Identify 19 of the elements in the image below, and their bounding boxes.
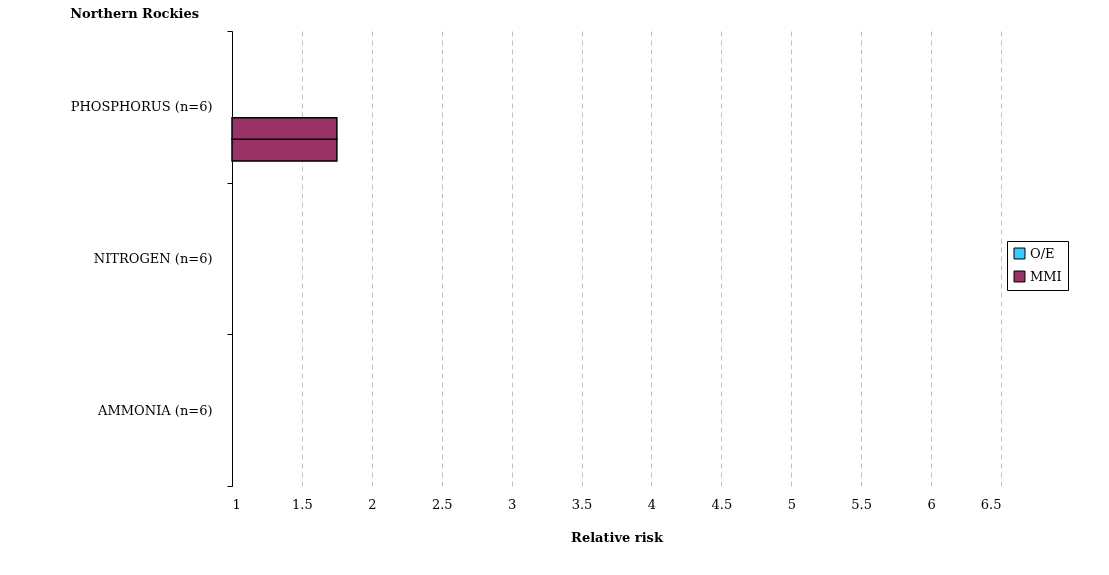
x-tick-label: 1.5 bbox=[292, 496, 313, 512]
legend-label: O/E bbox=[1030, 245, 1055, 261]
x-tick-label: 6 bbox=[927, 496, 936, 512]
x-tick-label: 3.5 bbox=[571, 496, 593, 512]
chart-title: Northern Rockies bbox=[70, 6, 200, 21]
x-tick-label: 4.5 bbox=[711, 496, 733, 512]
x-tick-label: 4 bbox=[647, 496, 657, 512]
x-tick-label: 2.5 bbox=[431, 496, 453, 512]
y-tick-label: AMMONIA (n=6) bbox=[97, 402, 213, 418]
x-tick-label: 5 bbox=[787, 496, 796, 512]
x-tick-label: 6.5 bbox=[980, 496, 1002, 512]
x-axis-title: Relative risk bbox=[571, 529, 664, 545]
x-tick-label: 2 bbox=[368, 496, 377, 512]
y-tick-label: PHOSPHORUS (n=6) bbox=[70, 99, 213, 115]
legend-label: MMI bbox=[1030, 268, 1062, 284]
x-tick-label: 1 bbox=[232, 496, 241, 512]
x-tick-label: 5.5 bbox=[851, 496, 873, 512]
x-tick-label: 3 bbox=[508, 496, 517, 512]
y-tick-label: NITROGEN (n=6) bbox=[93, 251, 213, 266]
